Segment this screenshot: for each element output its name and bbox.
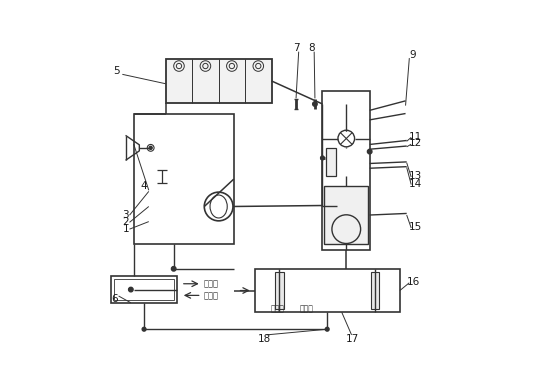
Circle shape [325, 327, 329, 331]
Text: 出水口: 出水口 [204, 279, 218, 288]
Bar [324, 186, 368, 244]
Text: 15: 15 [408, 222, 421, 232]
Text: 8: 8 [308, 43, 314, 53]
Text: 11: 11 [408, 132, 421, 142]
Circle shape [172, 266, 176, 271]
Text: 4: 4 [141, 182, 148, 191]
Bar [111, 276, 177, 303]
Text: 17: 17 [346, 334, 359, 344]
Circle shape [313, 102, 317, 106]
Bar [114, 279, 174, 300]
Text: 16: 16 [407, 277, 420, 287]
Text: 3: 3 [122, 210, 129, 220]
Text: 6: 6 [111, 294, 118, 304]
Circle shape [129, 287, 133, 292]
Bar [371, 272, 379, 309]
Text: 2: 2 [122, 217, 129, 227]
Text: 14: 14 [408, 179, 421, 189]
Bar [323, 91, 370, 250]
Bar [134, 114, 233, 244]
Bar [166, 59, 272, 103]
Text: 18: 18 [257, 334, 270, 344]
Text: 13: 13 [408, 171, 421, 181]
Text: 进水口: 进水口 [270, 304, 285, 313]
Bar [255, 269, 400, 312]
Bar [326, 148, 337, 176]
Text: 进水口: 进水口 [204, 291, 218, 300]
Text: 9: 9 [410, 50, 416, 60]
Text: 7: 7 [293, 43, 299, 53]
Circle shape [320, 156, 324, 160]
Text: 1: 1 [122, 224, 129, 234]
Text: 12: 12 [408, 138, 421, 149]
Circle shape [142, 327, 146, 331]
Text: 5: 5 [113, 66, 120, 75]
Circle shape [368, 149, 372, 154]
Bar [275, 272, 283, 309]
Circle shape [149, 146, 152, 149]
Text: 出水口: 出水口 [300, 304, 313, 313]
